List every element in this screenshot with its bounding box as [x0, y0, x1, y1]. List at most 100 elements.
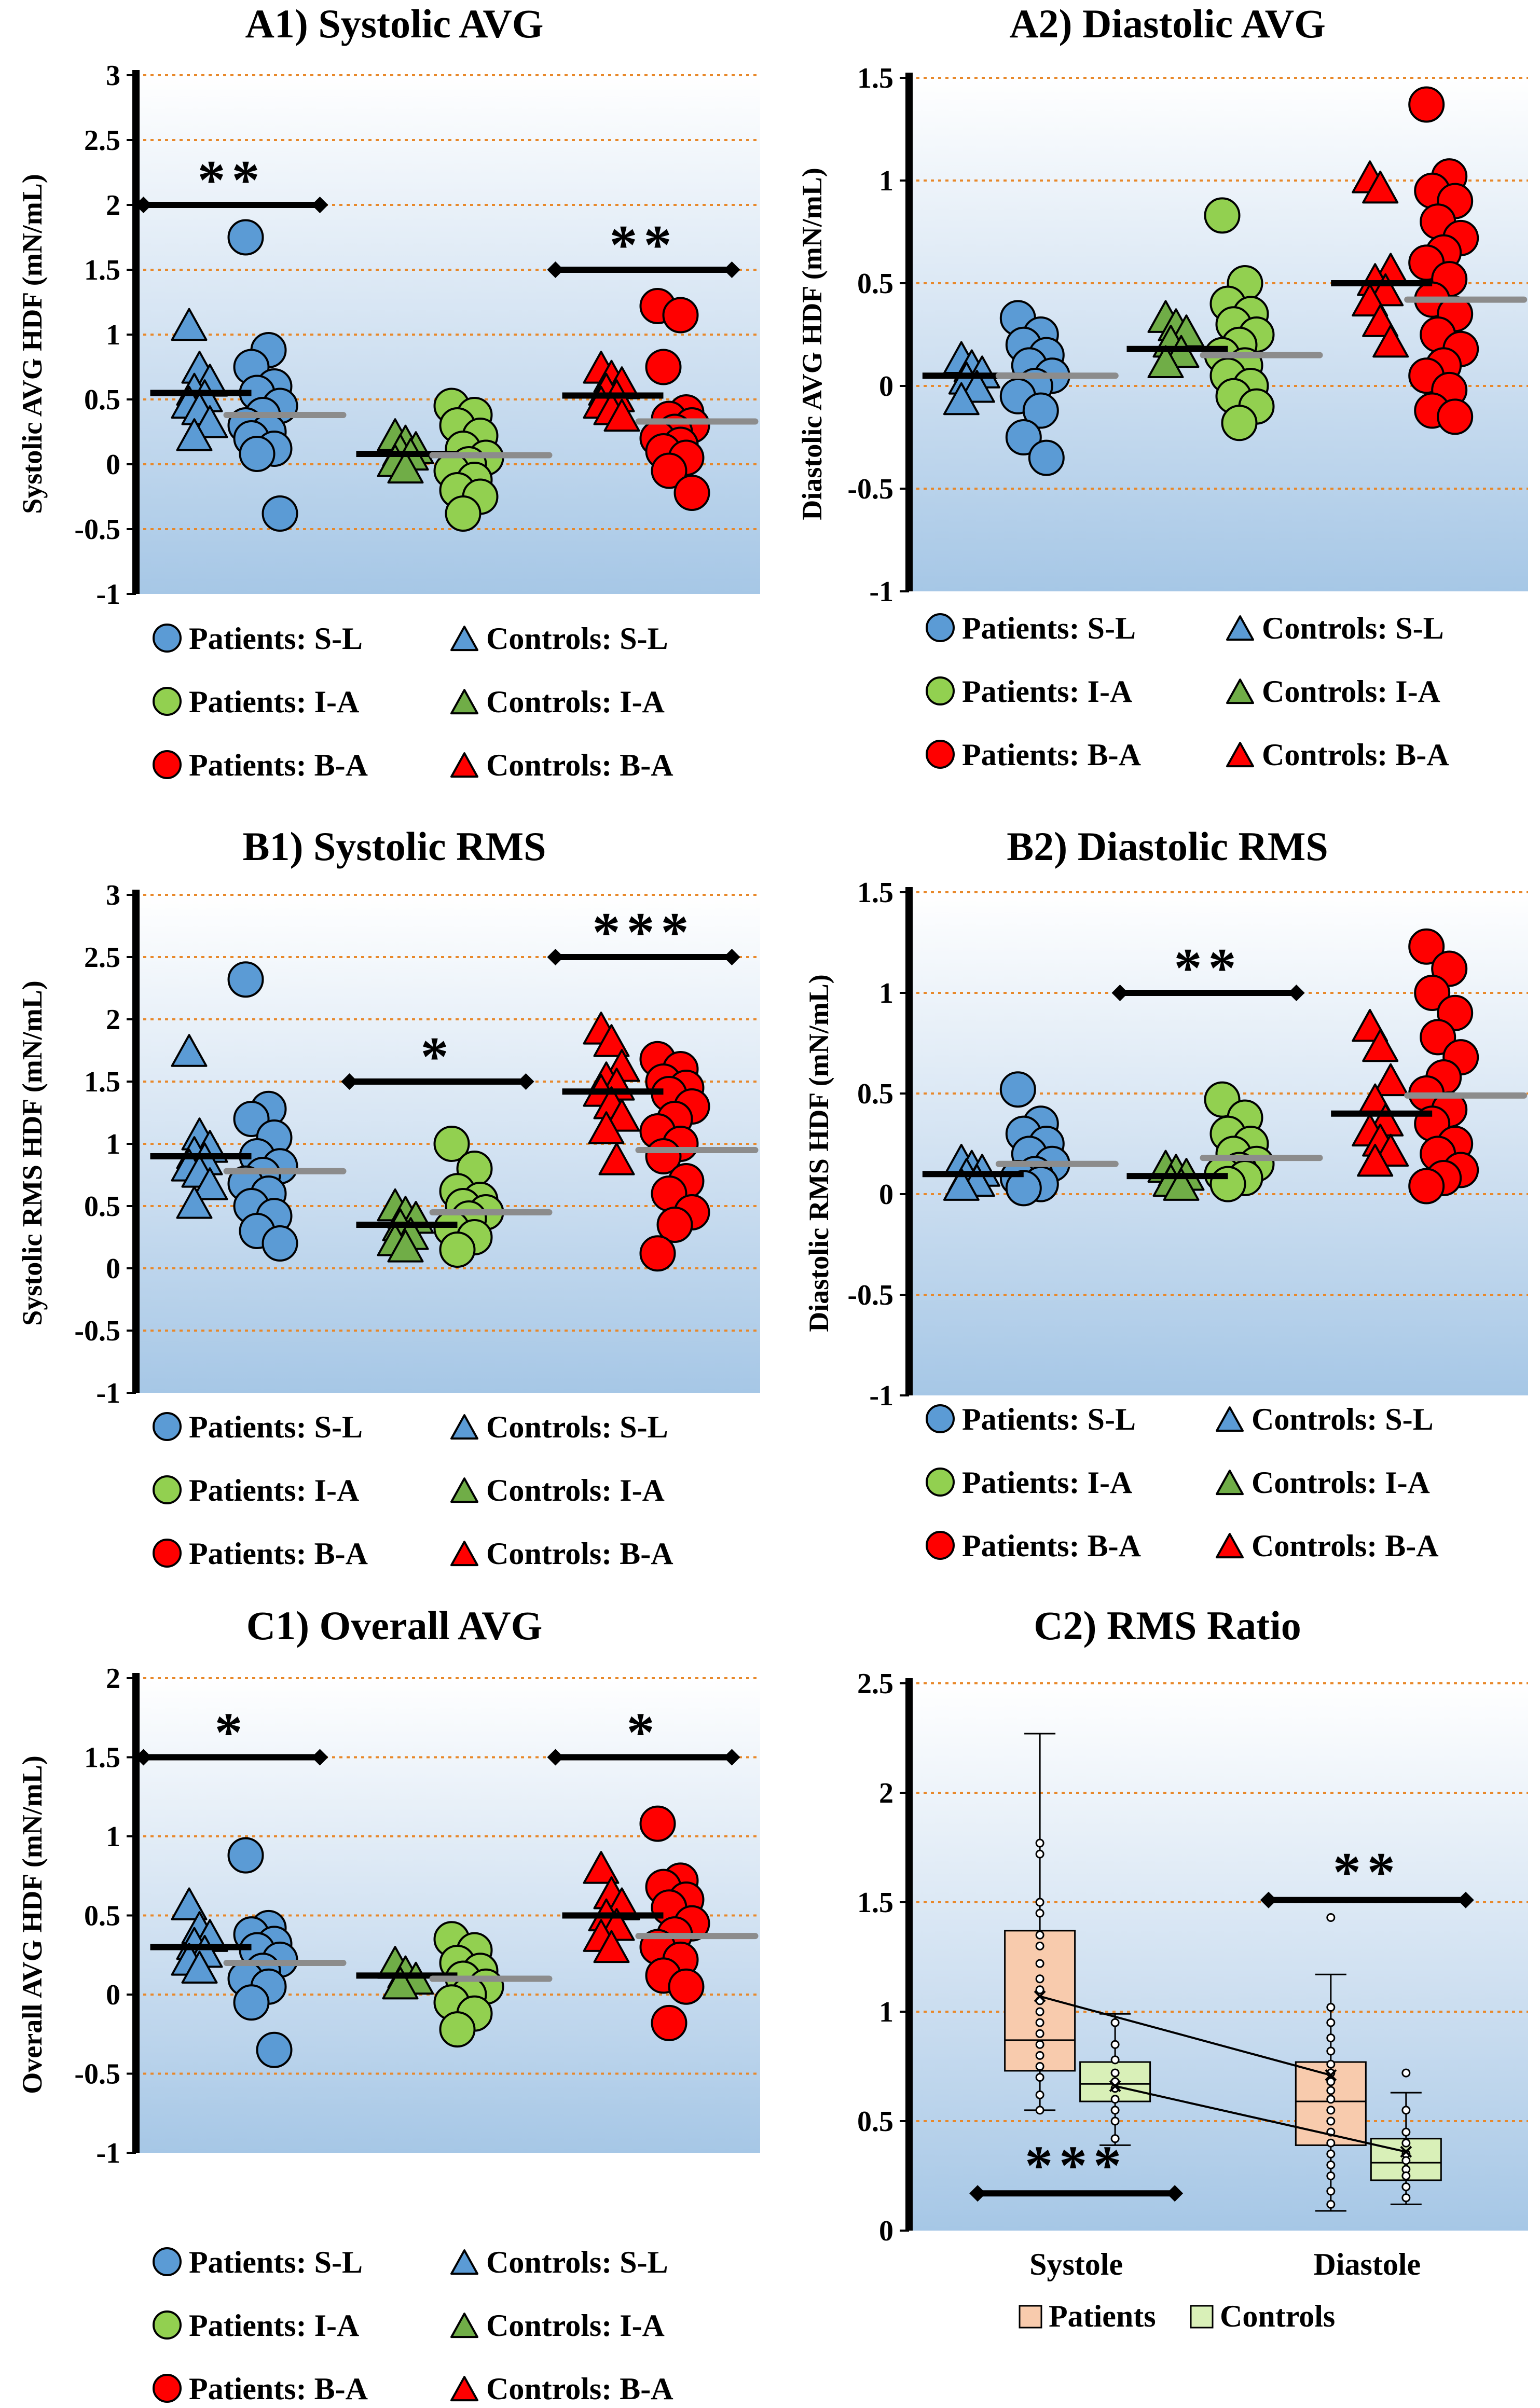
y-tick-label: 2: [106, 1663, 120, 1695]
y-tick-label: 1.5: [857, 62, 893, 94]
y-tick-label: 0.5: [857, 268, 893, 300]
y-tick-label: 2.5: [84, 942, 120, 974]
data-point: [1110, 2068, 1120, 2078]
data-point: [1401, 2193, 1411, 2203]
patient-point-S-L: [262, 495, 298, 532]
data-point: [1110, 2095, 1120, 2104]
legend-circle-marker: [926, 1468, 955, 1497]
control-point-B-A: [588, 1111, 625, 1144]
legend-label: Controls: S-L: [486, 2245, 668, 2279]
legend: Patients Controls: [1019, 2299, 1335, 2333]
y-tick-label: -0.5: [847, 1279, 893, 1311]
y-tick-label: -1: [96, 2137, 120, 2169]
legend-label: Controls: B-A: [1262, 738, 1449, 772]
legend-label: Controls: B-A: [486, 748, 673, 782]
data-point: [1035, 2018, 1044, 2027]
data-point: [1326, 2018, 1336, 2027]
data-point: [1035, 1908, 1044, 1918]
y-tick-label: -1: [869, 1380, 893, 1412]
patient-point-B-A: [1408, 928, 1445, 965]
control-point-I-A: [1147, 345, 1184, 378]
data-point: [1035, 1849, 1044, 1859]
data-point: [1110, 2055, 1120, 2065]
control-point-B-A: [1357, 1143, 1394, 1177]
y-tick-label: 1.5: [857, 877, 893, 909]
legend-triangle-marker: [1216, 1533, 1244, 1559]
patient-point-I-A: [433, 1126, 470, 1162]
control-point-B-A: [1372, 324, 1409, 358]
control-point-S-L: [191, 405, 228, 438]
patient-point-I-A: [1209, 1166, 1246, 1202]
panel-C2: 0 0.5 1 1.5 2 2.5 C2) RMS Ratio Systole Diastole…: [857, 1603, 1528, 2333]
data-point: [1035, 2090, 1044, 2099]
y-axis-label: Systolic AVG HDF (mN/mL): [17, 174, 48, 514]
legend-circle-marker: [153, 1539, 182, 1568]
panel-title: B2) Diastolic RMS: [1007, 824, 1328, 869]
significance-end: [1260, 1891, 1277, 1908]
patient-point-B-A: [651, 2004, 688, 2041]
data-point: [1326, 2160, 1336, 2169]
data-point: [1110, 2106, 1120, 2115]
legend-label: Patients: S-L: [962, 611, 1136, 645]
legend-circle-marker: [926, 740, 955, 769]
legend-label: Controls: S-L: [1252, 1402, 1434, 1436]
legend-label: Controls: S-L: [486, 1410, 668, 1444]
significance-end: [1111, 985, 1129, 1001]
significance-end: [547, 949, 564, 965]
panel-title: C2) RMS Ratio: [1034, 1603, 1301, 1648]
significance-stars: *: [421, 1026, 455, 1088]
y-tick-label: 0: [106, 449, 120, 481]
y-tick-label: 3: [106, 879, 120, 911]
y-axis-label: Diastolic RMS HDF (mN/mL): [803, 974, 834, 1332]
patient-point-B-A: [639, 1235, 676, 1272]
significance-stars: **: [1333, 1842, 1401, 1903]
patient-point-S-L: [227, 1837, 264, 1874]
legend-label: Controls: I-A: [486, 1473, 665, 1507]
legend-triangle-marker: [450, 2376, 478, 2402]
patient-point-B-A: [662, 297, 699, 334]
legend-circle-marker: [153, 2310, 182, 2340]
y-tick-label: -1: [96, 1377, 120, 1409]
significance-stars: ***: [592, 902, 695, 963]
control-point-I-A: [382, 1966, 419, 2000]
data-point: [1035, 1985, 1044, 1995]
legend-label: Patients: B-A: [189, 2372, 368, 2406]
data-point: [1035, 2029, 1044, 2038]
data-point: [1035, 2007, 1044, 2016]
legend-circle-marker: [153, 750, 182, 779]
legend-circle-marker: [926, 613, 955, 642]
legend-triangle-marker: [450, 1477, 478, 1503]
data-point: [1401, 2182, 1411, 2192]
patient-point-S-L: [239, 436, 276, 472]
patient-point-S-L: [227, 961, 264, 998]
y-tick-label: 0: [106, 1253, 120, 1285]
y-tick-label: 3: [106, 60, 120, 92]
patient-point-B-A: [651, 452, 688, 489]
patient-point-B-A: [656, 1207, 693, 1243]
control-point-B-A: [603, 398, 640, 432]
y-tick-label: 2: [879, 1777, 893, 1809]
patient-point-S-L: [262, 1225, 298, 1262]
mean-trend-line: [1115, 2085, 1407, 2153]
legend-swatch: [1190, 2305, 1214, 2329]
significance-end: [135, 197, 152, 213]
y-tick-label: 0.5: [84, 1900, 120, 1932]
data-point: [1326, 2059, 1336, 2069]
legend: Patients: S-L Controls: S-L Patients: I-A C…: [153, 1410, 673, 1571]
y-tick-label: 1.5: [857, 1887, 893, 1919]
significance-end: [311, 197, 328, 213]
y-axis-label: Overall AVG HDF (mN/mL): [17, 1755, 48, 2094]
significance-end: [1457, 1891, 1474, 1908]
y-tick-label: 0.5: [857, 1078, 893, 1110]
data-point: [1401, 2127, 1411, 2137]
legend-circle-marker: [153, 2247, 182, 2276]
legend-label: Controls: B-A: [486, 1537, 673, 1571]
legend: Patients: S-L Controls: S-L Patients: I-A C…: [926, 611, 1449, 772]
legend-label: Patients: [1049, 2299, 1156, 2333]
data-point: [1326, 2033, 1336, 2043]
data-point: [1035, 1898, 1044, 1907]
patient-point-I-A: [1204, 197, 1241, 234]
legend-label: Controls: B-A: [486, 2372, 673, 2406]
data-point: [1035, 2106, 1044, 2115]
y-tick-label: 1: [879, 165, 893, 197]
